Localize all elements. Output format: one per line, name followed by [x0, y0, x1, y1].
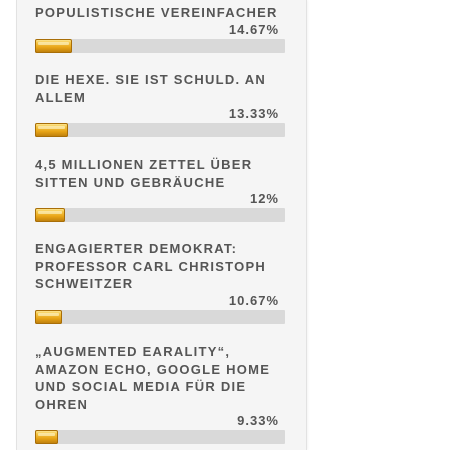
poll-result-bar-fill	[35, 38, 72, 53]
poll-option-label: 4,5 MILLIONEN ZETTEL ÜBER SITTEN UND GEB…	[35, 157, 253, 190]
poll-option-label: „AUGMENTED EARALITY“, AMAZON ECHO, GOOGL…	[35, 344, 271, 412]
poll-option-label: DIE HEXE. SIE IST SCHULD. AN ALLEM	[35, 72, 266, 105]
poll-result-bar-fill	[35, 430, 59, 444]
poll-result-bar-fill	[35, 123, 69, 137]
poll-result-bar-fill	[35, 309, 62, 324]
poll-result-bar	[35, 430, 285, 444]
poll-option: DIE HEXE. SIE IST SCHULD. AN ALLEM 13.33…	[35, 71, 285, 137]
poll-option-percent: 12%	[249, 191, 279, 206]
poll-option-label: POPULISTISCHE VEREINFACHER	[35, 5, 278, 20]
poll-option: „AUGMENTED EARALITY“, AMAZON ECHO, GOOGL…	[35, 343, 285, 444]
poll-result-bar-fill	[35, 208, 65, 222]
poll-option-percent: 13.33%	[228, 106, 279, 121]
poll-option-percent: 9.33%	[237, 413, 279, 428]
poll-result-bar	[35, 38, 285, 53]
poll-option: ENGAGIERTER DEMOKRAT: PROFESSOR CARL CHR…	[35, 240, 285, 324]
poll-option-label: ENGAGIERTER DEMOKRAT: PROFESSOR CARL CHR…	[35, 241, 267, 291]
poll-option: 4,5 MILLIONEN ZETTEL ÜBER SITTEN UND GEB…	[35, 156, 285, 222]
poll-result-bar	[35, 123, 285, 137]
poll-results-panel	[16, 0, 307, 450]
poll-result-bar	[35, 208, 285, 222]
poll-option: POPULISTISCHE VEREINFACHER 14.67%	[35, 4, 285, 53]
poll-option-percent: 10.67%	[228, 292, 279, 308]
poll-result-bar	[35, 309, 285, 324]
poll-option-percent: 14.67%	[228, 21, 279, 37]
